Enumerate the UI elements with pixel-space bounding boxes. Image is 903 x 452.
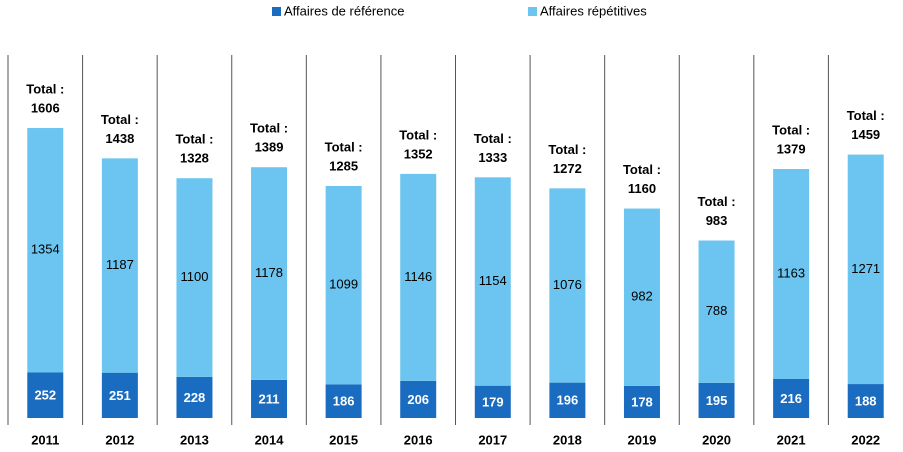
- legend-swatch: [272, 7, 281, 16]
- bar-segment: [773, 379, 810, 418]
- bar-segment: [176, 376, 213, 418]
- bar-segment: [251, 167, 288, 380]
- total-label: Total :: [474, 131, 512, 146]
- value-label: 1100: [180, 269, 208, 284]
- x-tick-label: 2020: [702, 432, 731, 447]
- total-value: 1389: [255, 140, 284, 155]
- value-label: 1187: [106, 257, 134, 272]
- total-value: 983: [706, 213, 728, 228]
- value-label: 186: [333, 394, 355, 409]
- bar-segment: [325, 185, 362, 385]
- bar-segment: [101, 158, 138, 373]
- value-label: 1271: [851, 261, 880, 276]
- bar-segment: [27, 128, 64, 373]
- value-label: 188: [855, 393, 877, 408]
- total-value: 1160: [628, 181, 656, 196]
- bar-segment: [773, 169, 810, 379]
- value-label: 1146: [404, 269, 432, 284]
- legend-label: Affaires répétitives: [540, 3, 647, 18]
- total-label: Total :: [325, 139, 363, 154]
- x-tick-label: 2013: [180, 432, 209, 447]
- x-tick-label: 2022: [851, 432, 880, 447]
- value-label: 788: [706, 303, 728, 318]
- bar-segment: [27, 372, 64, 418]
- total-label: Total :: [548, 142, 586, 157]
- total-label: Total :: [101, 112, 139, 127]
- total-value: 1285: [329, 158, 358, 173]
- bar-segment: [623, 208, 660, 386]
- total-value: 1333: [478, 150, 507, 165]
- bar-segment: [549, 382, 586, 418]
- total-value: 1272: [553, 161, 582, 176]
- bar-segment: [325, 384, 362, 418]
- x-tick-label: 2014: [255, 432, 285, 447]
- x-tick-label: 2019: [627, 432, 656, 447]
- bar-segment: [400, 380, 437, 418]
- bar-segment: [400, 173, 437, 381]
- bar-segment: [847, 154, 884, 385]
- total-label: Total :: [623, 162, 661, 177]
- bar-segment: [698, 382, 735, 418]
- x-tick-label: 2012: [105, 432, 134, 447]
- bar-segment: [623, 385, 660, 418]
- value-label: 251: [109, 388, 131, 403]
- x-tick-label: 2011: [31, 432, 59, 447]
- x-tick-label: 2016: [404, 432, 433, 447]
- value-label: 206: [407, 392, 429, 407]
- value-label: 1163: [777, 265, 805, 280]
- total-label: Total :: [250, 121, 288, 136]
- total-label: Total :: [399, 127, 437, 142]
- value-label: 196: [557, 393, 579, 408]
- total-label: Total :: [698, 194, 736, 209]
- bar-segment: [474, 177, 511, 386]
- bar-segment: [176, 178, 213, 377]
- total-value: 1352: [404, 146, 433, 161]
- x-tick-label: 2018: [553, 432, 582, 447]
- value-label: 1076: [553, 277, 582, 292]
- value-label: 211: [259, 391, 280, 406]
- total-value: 1379: [777, 141, 806, 156]
- total-label: Total :: [26, 81, 64, 96]
- x-tick-label: 2015: [329, 432, 358, 447]
- x-tick-label: 2021: [777, 432, 806, 447]
- value-label: 1154: [479, 273, 507, 288]
- legend-label: Affaires de référence: [284, 3, 404, 18]
- value-label: 1099: [329, 277, 358, 292]
- total-label: Total :: [847, 108, 885, 123]
- total-value: 1328: [180, 151, 209, 166]
- value-label: 1178: [255, 265, 283, 280]
- x-tick-label: 2017: [478, 432, 507, 447]
- value-label: 1354: [31, 242, 60, 257]
- value-label: 195: [706, 393, 728, 408]
- total-label: Total :: [772, 122, 810, 137]
- bar-segment: [847, 384, 884, 418]
- value-label: 252: [34, 388, 56, 403]
- value-label: 178: [631, 394, 653, 409]
- value-label: 228: [184, 390, 206, 405]
- total-value: 1438: [105, 131, 134, 146]
- value-label: 179: [482, 394, 504, 409]
- value-label: 216: [780, 391, 802, 406]
- total-value: 1459: [851, 127, 880, 142]
- bar-segment: [474, 385, 511, 418]
- total-label: Total :: [175, 132, 213, 147]
- bar-segment: [251, 379, 288, 418]
- value-label: 982: [631, 289, 653, 304]
- total-value: 1606: [31, 100, 60, 115]
- legend-swatch: [528, 7, 537, 16]
- bar-segment: [698, 240, 735, 383]
- bar-segment: [101, 372, 138, 418]
- bar-segment: [549, 188, 586, 383]
